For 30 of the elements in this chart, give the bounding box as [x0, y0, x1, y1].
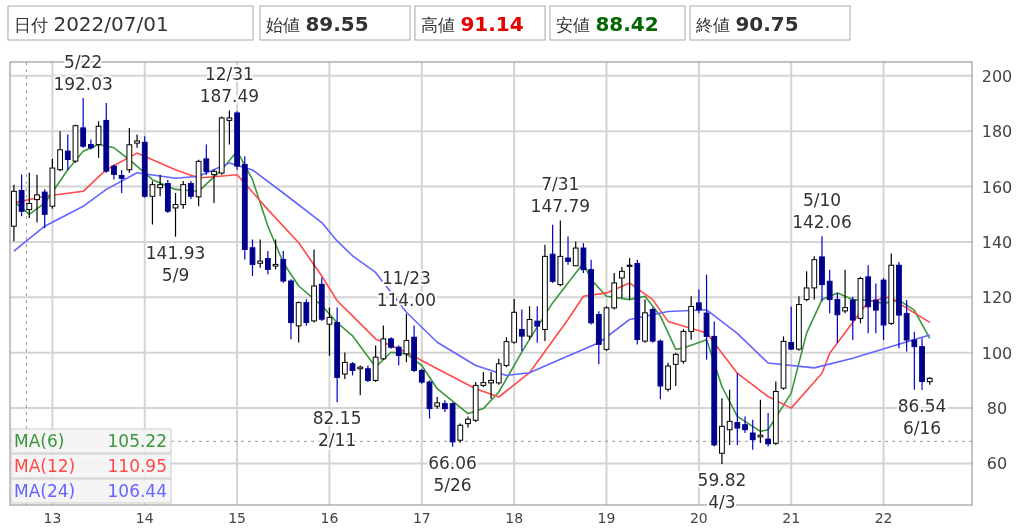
y-tick-label: 200: [981, 66, 1013, 86]
x-tick-label: 14: [135, 510, 154, 526]
annotation: 141.93 5/9: [145, 242, 206, 285]
y-tick-label: 160: [981, 177, 1013, 197]
y-tick-label: 180: [981, 122, 1013, 142]
y-tick-label: 140: [981, 232, 1013, 252]
y-tick-label: 120: [981, 288, 1013, 308]
x-tick-label: 13: [43, 510, 62, 526]
annotation: 86.54 6/16: [897, 395, 947, 438]
x-tick-label: 20: [689, 510, 708, 526]
x-tick-label: 15: [228, 510, 247, 526]
annotation: 7/31 147.79: [530, 174, 591, 217]
annotation: 66.06 5/26: [428, 452, 477, 495]
x-tick-label: 18: [505, 510, 524, 526]
annotation: 12/31 187.49: [199, 64, 260, 107]
annotation: 59.82 4/3: [697, 469, 747, 512]
y-tick-label: 80: [986, 399, 1008, 419]
x-tick-label: 19: [597, 510, 616, 526]
x-tick-label: 21: [782, 510, 801, 526]
y-tick-label: 60: [986, 454, 1008, 474]
annotation: 82.15 2/11: [312, 408, 362, 451]
annotation: 106.44: [107, 481, 167, 501]
annotation: 105.22: [107, 431, 167, 451]
x-tick-label: 16: [320, 510, 339, 526]
x-tick-label: 17: [412, 510, 431, 526]
annotation: 5/22 192.03: [53, 51, 113, 94]
annotation: 110.95: [107, 456, 167, 476]
y-tick-label: 100: [981, 343, 1013, 363]
x-tick-label: 22: [874, 510, 893, 526]
annotation: 5/10 142.06: [792, 190, 852, 233]
